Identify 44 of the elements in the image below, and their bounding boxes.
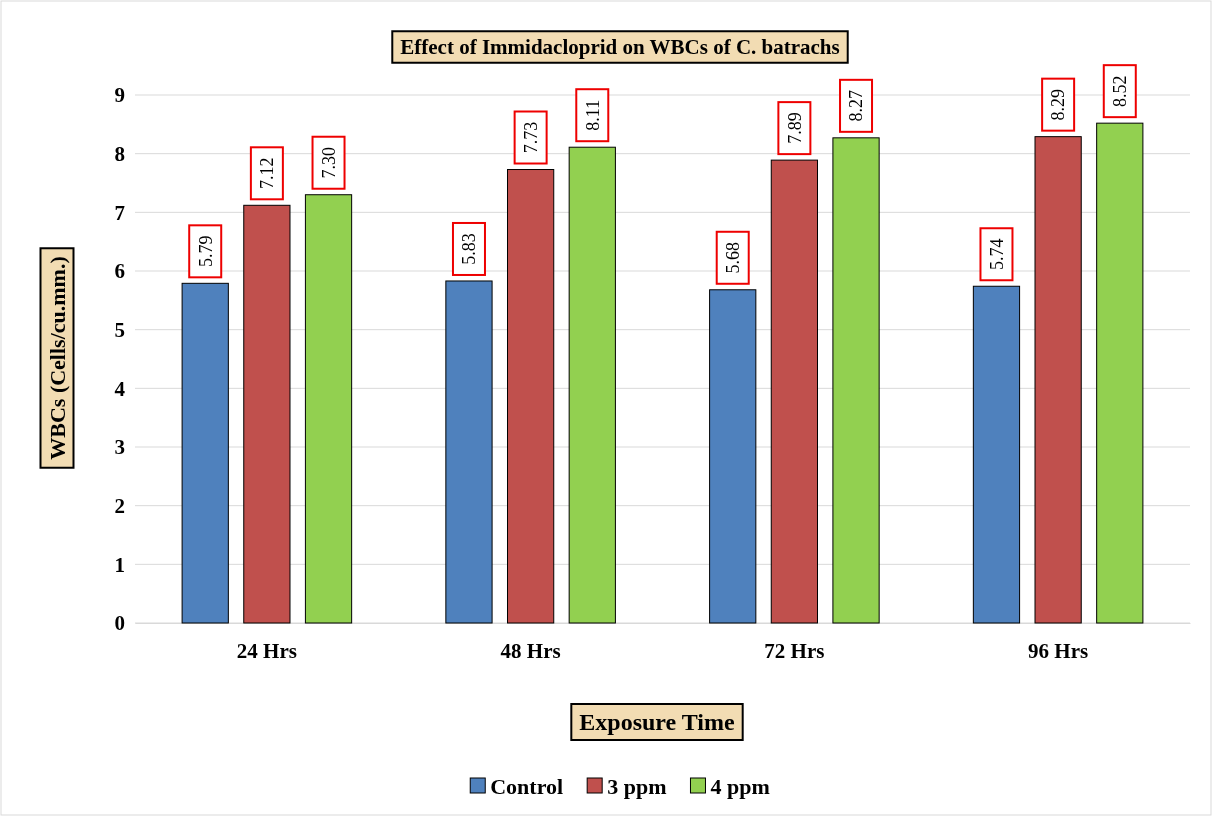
data-label: 8.29 [1048,88,1069,121]
x-tick-label: 96 Hrs [1028,638,1089,663]
bar [507,169,555,624]
y-tick-label: 5 [114,317,125,342]
bar [445,280,493,624]
bar [770,159,818,624]
data-label: 8.11 [582,99,603,131]
data-label: 7.89 [784,112,805,144]
bar [832,137,880,624]
legend-label: 4 ppm [710,773,770,799]
bar [1034,136,1082,624]
bar [1096,122,1144,624]
data-label: 5.83 [459,233,480,265]
y-tick-label: 3 [114,435,125,460]
y-tick-label: 2 [114,493,125,518]
y-axis-title: WBCs (Cells/cu.mm.) [44,256,70,460]
data-label: 7.12 [257,157,278,190]
x-tick-label: 48 Hrs [500,638,561,663]
chart-title: Effect of Immidacloprid on WBCs of C. batrachs [400,35,840,60]
y-tick-label: 4 [114,376,126,401]
y-tick-label: 7 [114,200,125,225]
x-tick-label: 72 Hrs [764,638,825,663]
y-tick-label: 1 [114,552,125,577]
bar [568,146,616,624]
data-label: 7.30 [318,146,339,179]
data-label: 5.79 [195,235,216,268]
y-tick-label: 8 [114,141,125,166]
x-axis-title: Exposure Time [579,709,736,736]
bar [304,194,353,624]
bar [181,282,229,624]
data-label: 8.27 [846,90,867,122]
y-tick-label: 6 [114,259,125,284]
bar [709,289,757,624]
x-tick-label: 24 Hrs [236,638,297,663]
data-label: 5.74 [986,238,1007,270]
data-label: 8.52 [1110,75,1131,107]
bar [243,204,291,624]
legend-label: 3 ppm [607,773,667,799]
y-tick-label: 9 [114,83,125,108]
data-label: 5.68 [723,242,744,274]
bar [972,285,1021,624]
y-tick-label: 0 [114,611,125,636]
legend-label: Control [490,773,564,799]
data-label: 7.73 [520,121,541,154]
